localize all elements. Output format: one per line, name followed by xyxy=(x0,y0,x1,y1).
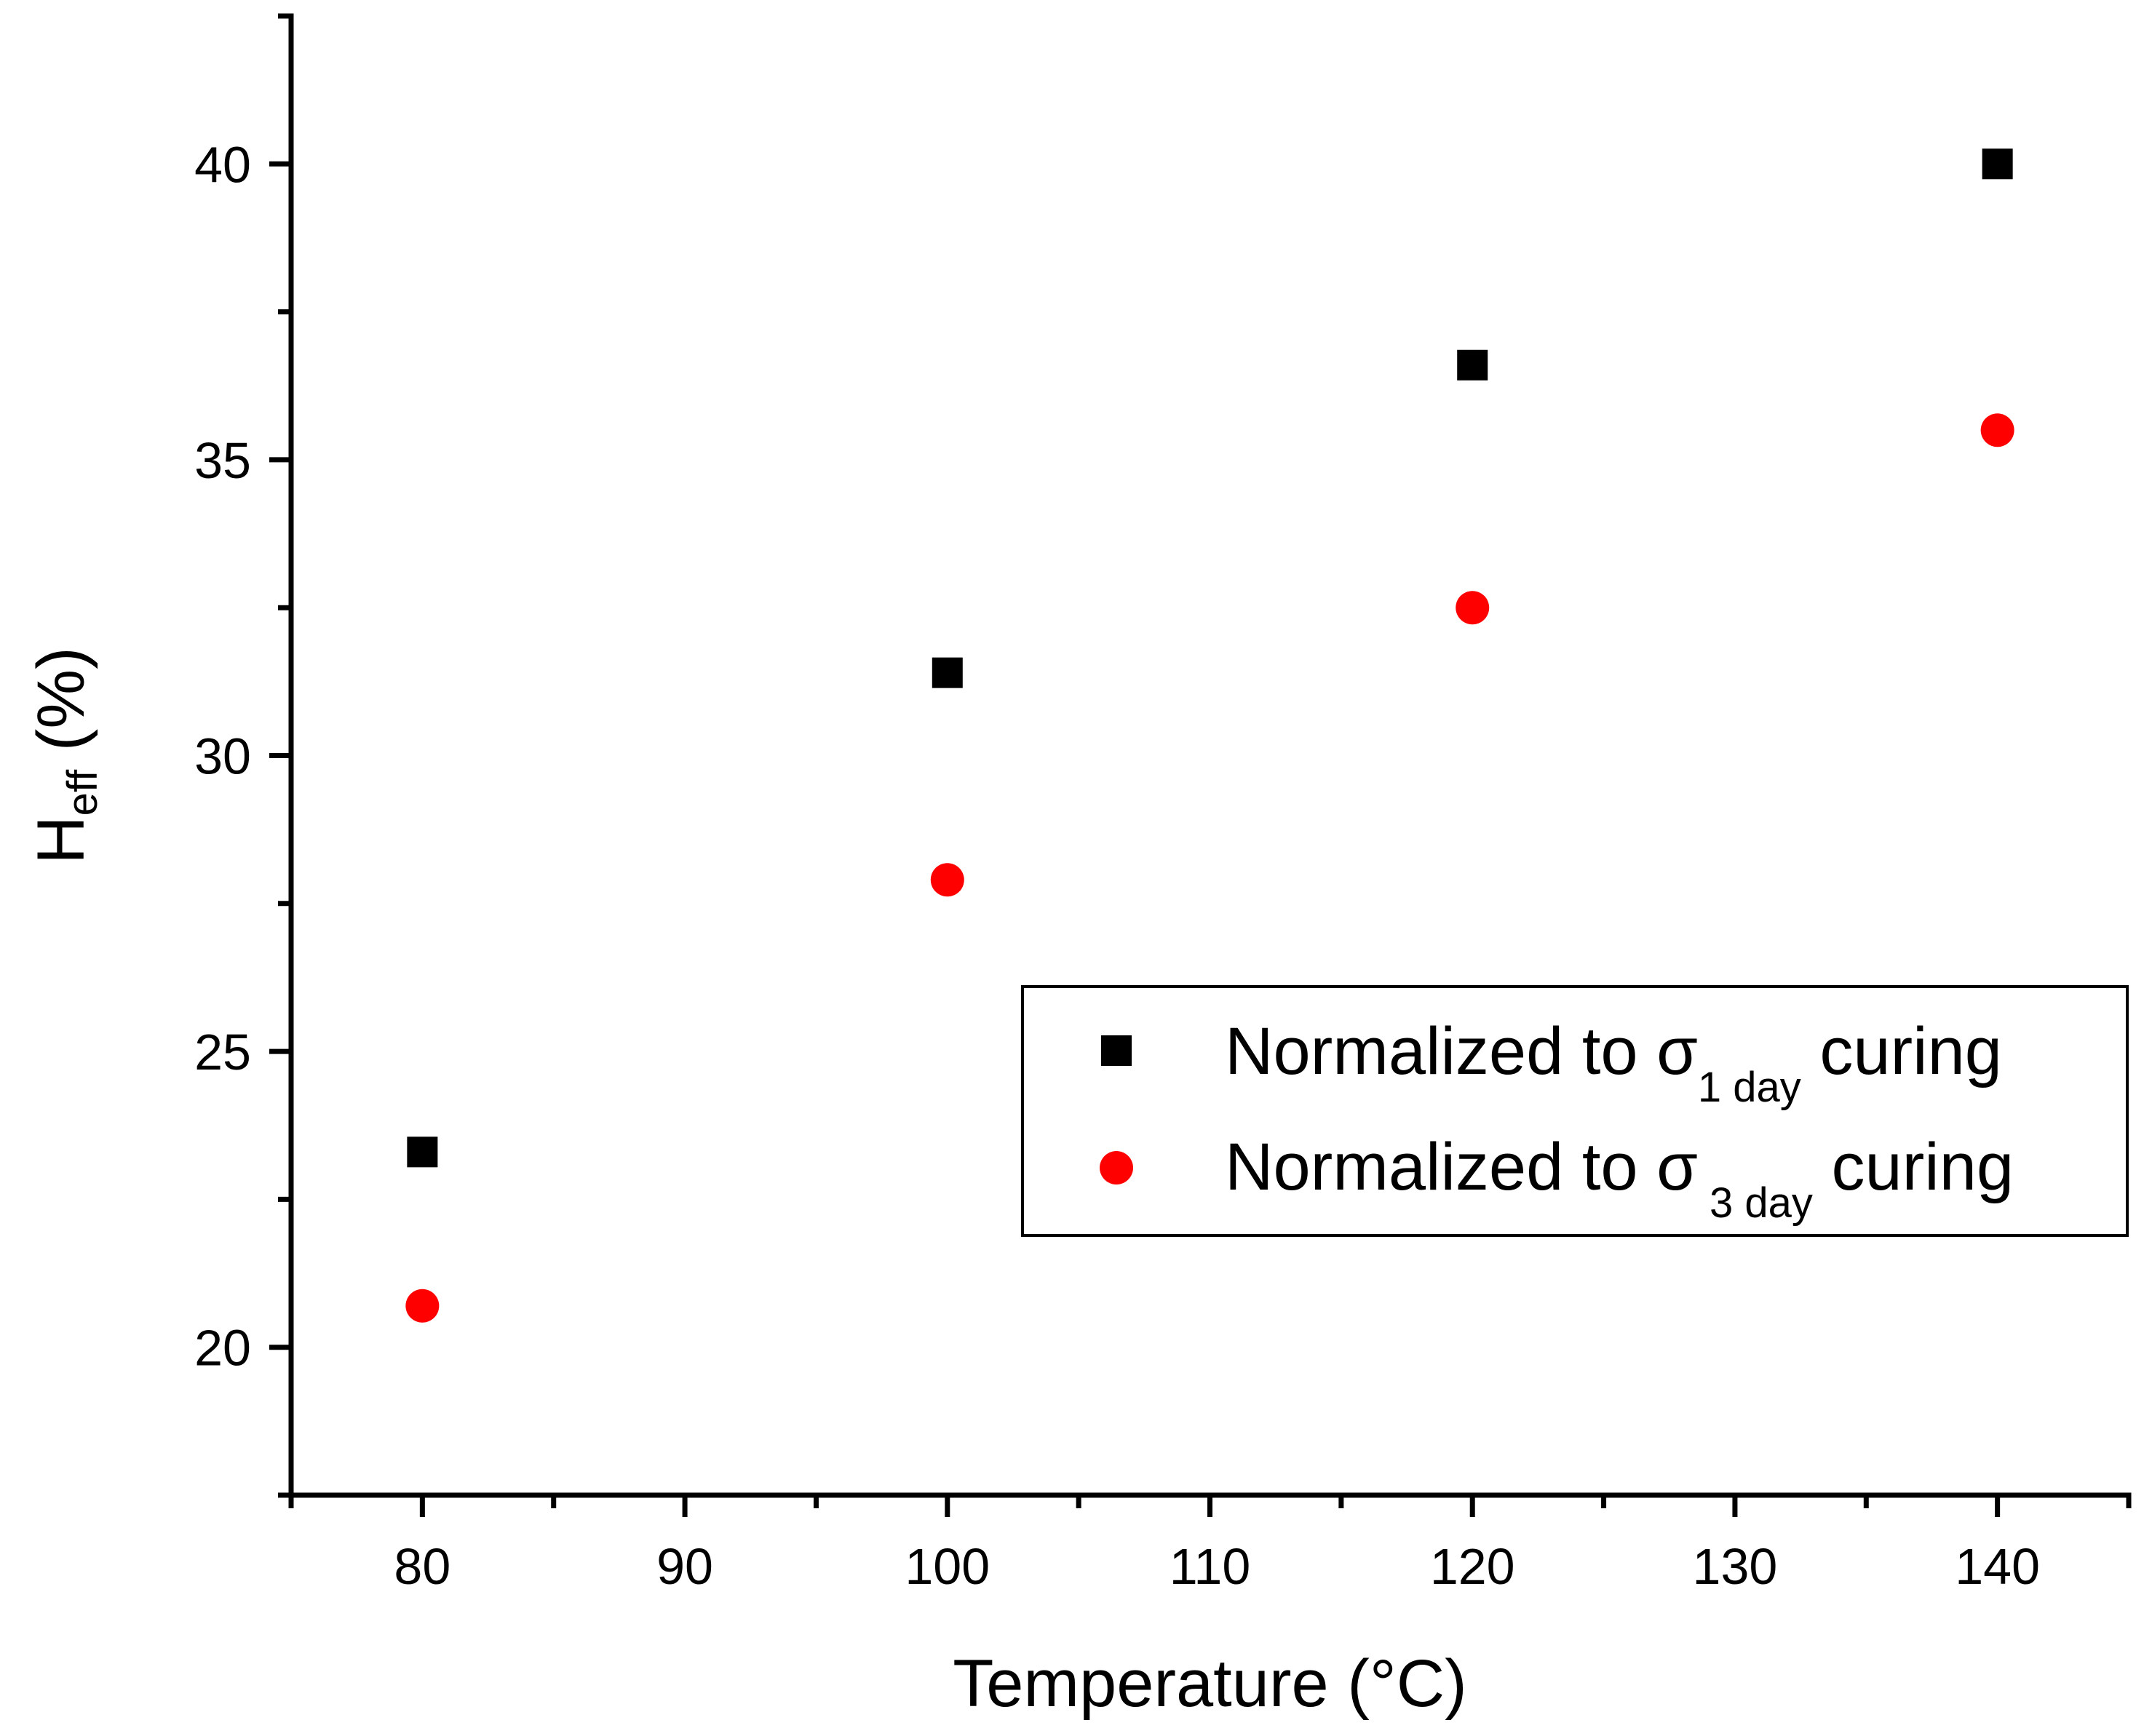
x-tick-label: 80 xyxy=(394,1538,450,1595)
y-ticks: 20 25 30 35 40 xyxy=(194,13,291,1498)
x-tick-label: 140 xyxy=(1955,1538,2040,1595)
legend-label-1-day: Normalized to σ1 day curing xyxy=(1225,1014,2002,1111)
legend-box xyxy=(1021,985,2129,1237)
data-point-circle xyxy=(1456,591,1490,625)
y-tick-label: 35 xyxy=(194,432,251,489)
y-axis-title-unit: (%) xyxy=(24,647,98,770)
y-tick-label: 20 xyxy=(194,1320,251,1377)
data-point-square xyxy=(1457,349,1488,381)
data-point-square xyxy=(407,1136,438,1168)
legend-label-3-day: Normalized to σ 3 day curing xyxy=(1225,1130,2014,1227)
data-point-square xyxy=(932,657,963,688)
data-point-circle xyxy=(405,1289,440,1323)
x-tick-label: 120 xyxy=(1430,1538,1515,1595)
data-point-square xyxy=(1982,148,2013,180)
data-point-circle xyxy=(1980,413,2014,447)
legend-marker-circle xyxy=(1100,1151,1133,1184)
x-ticks: 80 90 100 110 120 130 140 xyxy=(288,1495,2132,1595)
legend: Normalized to σ1 day curing Normalized t… xyxy=(1021,985,2129,1237)
y-axis-title: Heff (%) xyxy=(24,647,106,864)
x-axis-title: Temperature (°C) xyxy=(953,1647,1467,1721)
x-tick-label: 110 xyxy=(1170,1538,1251,1595)
x-tick-label: 130 xyxy=(1693,1538,1778,1595)
data-point-circle xyxy=(930,863,964,897)
axes: 80 90 100 110 120 130 140 20 25 30 35 40 xyxy=(194,13,2132,1595)
y-axis-title-subscript: eff xyxy=(59,769,106,816)
legend-marker-square xyxy=(1101,1035,1132,1066)
x-tick-label: 90 xyxy=(656,1538,713,1595)
data-points xyxy=(405,148,2014,1323)
y-tick-label: 30 xyxy=(194,728,251,785)
y-axis-title-main: H xyxy=(24,816,98,864)
x-tick-label: 100 xyxy=(905,1538,990,1595)
y-tick-label: 40 xyxy=(194,136,251,193)
y-tick-label: 25 xyxy=(194,1024,251,1080)
